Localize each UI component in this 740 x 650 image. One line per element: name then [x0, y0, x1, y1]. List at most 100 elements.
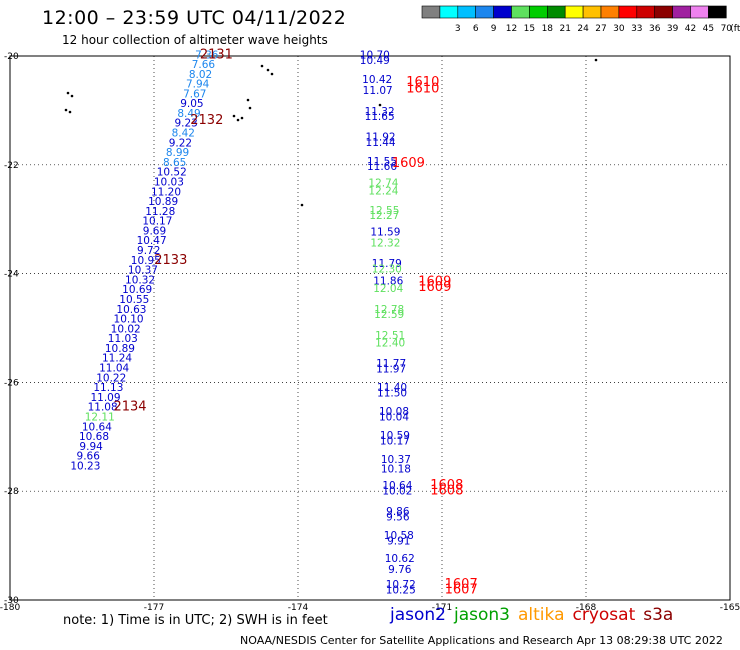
wave-height-label: 12.78: [374, 304, 404, 316]
satellite-legend-item: jason3: [454, 605, 510, 625]
lon-tick-label: -165: [720, 603, 740, 610]
pass-time-label: 2133: [154, 253, 187, 268]
wave-height-label: 11.66: [367, 161, 397, 173]
wave-height-label: 10.89: [105, 343, 135, 355]
wave-height-label: 10.02: [382, 485, 412, 497]
wave-height-label: 11.50: [377, 388, 407, 400]
wave-height-label: 10.25: [386, 584, 416, 596]
wave-height-label: 10.58: [384, 530, 414, 542]
scale-tick-label: 42: [685, 24, 696, 34]
satellite-legend-item: jason2: [390, 605, 446, 625]
wave-height-label: 12.55: [369, 205, 399, 217]
wave-height-label: 9.56: [386, 512, 410, 524]
scale-tick-label: 3: [455, 24, 461, 34]
scale-tick-label: 12: [506, 24, 517, 34]
pass-time-label: 1609: [418, 280, 451, 295]
pass-time-label: 1608: [430, 483, 463, 498]
wave-height-label: 9.66: [77, 451, 101, 463]
lat-tick-label: -24: [4, 270, 19, 280]
wave-height-label: 11.09: [90, 392, 120, 404]
scale-tick-label: 24: [577, 24, 589, 34]
lat-tick-label: -22: [4, 161, 19, 171]
wave-height-label: 10.49: [360, 55, 390, 67]
wave-height-label: 8.49: [177, 108, 200, 120]
wave-height-label: 10.17: [142, 216, 172, 228]
wave-height-label: 9.23: [174, 118, 197, 130]
pass-time-label: 2134: [113, 400, 146, 415]
wave-height-label: 9.72: [137, 245, 160, 257]
pass-time-label: 1609: [418, 275, 451, 290]
wave-height-label: 10.70: [360, 50, 390, 62]
pass-time-label: 1608: [430, 478, 463, 493]
wave-height-label: 12.04: [373, 283, 403, 295]
scale-tick-label: 33: [631, 24, 642, 34]
scale-tick-label: 9: [491, 24, 497, 34]
scale-tick-label: 39: [667, 24, 679, 34]
wave-height-label: 10.08: [379, 406, 409, 418]
wave-height-label: 11.44: [366, 137, 396, 149]
wave-height-label: 7.94: [186, 79, 210, 91]
wave-height-label: 10.10: [114, 314, 144, 326]
wave-height-label: 7.67: [183, 88, 206, 100]
pass-time-label: 1610: [406, 81, 439, 96]
island-marker: [266, 68, 270, 72]
units-note: note: 1) Time is in UTC; 2) SWH is in fe…: [63, 613, 328, 628]
island-marker: [66, 91, 70, 95]
pass-time-label: 1609: [392, 156, 425, 171]
wave-height-label: 12.40: [375, 337, 405, 349]
wave-height-label: 9.91: [387, 536, 410, 548]
satellite-legend: jason2 jason3 altika cryosat s3a: [390, 605, 681, 625]
lat-tick-label: -28: [4, 487, 19, 497]
pass-time-label: 1610: [406, 75, 439, 90]
island-marker: [70, 94, 74, 98]
pass-time-label: 1607: [445, 577, 478, 592]
wave-height-label: 10.47: [137, 235, 167, 247]
scale-tick-label: 21: [559, 24, 570, 34]
lat-tick-label: -26: [4, 378, 19, 388]
scale-tick-label: 27: [595, 24, 606, 34]
wave-height-label: 10.37: [381, 454, 411, 466]
wave-height-label: 9.22: [169, 137, 192, 149]
lat-tick-label: -30: [4, 596, 19, 606]
wave-height-label: 12.27: [369, 210, 399, 222]
wave-height-label: 12.74: [368, 178, 398, 190]
wave-height-label: 10.55: [119, 294, 149, 306]
satellite-legend-item: cryosat: [572, 605, 636, 625]
wave-height-label: 9.94: [79, 441, 103, 453]
scale-swatch: [708, 5, 727, 19]
island-marker: [594, 58, 598, 62]
wave-height-label: 7.66: [192, 59, 216, 71]
wave-height-label: 9.05: [180, 98, 203, 110]
wave-height-label: 11.03: [108, 333, 138, 345]
wave-height-label: 9.86: [386, 506, 410, 518]
wave-height-label: 11.79: [372, 258, 402, 270]
wave-height-label: 12.24: [368, 186, 398, 198]
lon-tick-label: -168: [576, 603, 597, 610]
pass-time-label: 1607: [445, 582, 478, 597]
scale-tick-label: 15: [524, 24, 535, 34]
wave-height-map: -180 -177 -174 -171 -168 -165 -20 -22 -24 -26 -28 -…: [0, 48, 740, 610]
satellite-legend-item: altika: [518, 605, 565, 625]
wave-height-label: 12.30: [372, 264, 402, 276]
scale-tick-label: 6: [473, 24, 479, 34]
wave-height-label: 10.72: [386, 579, 416, 591]
island-marker: [68, 110, 72, 114]
wave-height-label: 11.40: [377, 382, 407, 394]
satellite-legend-item: s3a: [643, 605, 674, 625]
scale-tick-label: 70: [721, 24, 733, 34]
scale-unit-label: (ft): [730, 24, 740, 34]
wave-height-label: 11.20: [151, 186, 181, 198]
wave-height-label: 10.62: [385, 553, 415, 565]
wave-height-label: 10.64: [82, 421, 112, 433]
wave-height-label: 12.59: [374, 309, 404, 321]
wave-height-label: 11.59: [370, 227, 400, 239]
pass-time-label: 2132: [190, 113, 223, 128]
wave-height-label: 12.32: [370, 237, 400, 249]
island-marker: [64, 108, 68, 112]
wave-height-label: 10.18: [381, 464, 411, 476]
wave-height-label: 9.69: [143, 225, 166, 237]
pass-time-label: 2131: [200, 48, 233, 63]
wave-height-label: 8.65: [163, 157, 186, 169]
wave-height-label: 8.02: [189, 69, 212, 81]
